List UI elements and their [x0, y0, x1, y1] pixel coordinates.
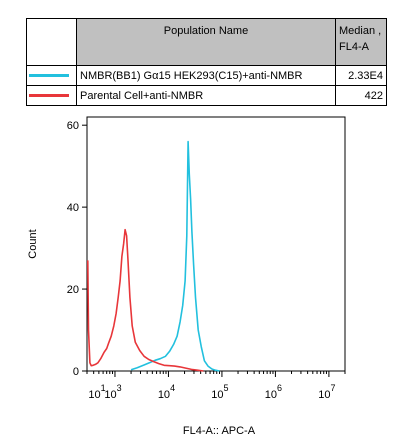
y-tick-label: 0 — [73, 366, 79, 378]
series-line-parental — [87, 228, 204, 372]
legend-header-median-line2: FL4-A — [339, 41, 369, 53]
series-line-nmbr — [130, 140, 220, 372]
plot-frame — [86, 116, 346, 372]
legend-row-name: NMBR(BB1) Gα15 HEK293(C15)+anti-NMBR — [76, 65, 336, 86]
legend-row-median: 2.33E4 — [335, 65, 387, 86]
legend-header-blank — [26, 18, 77, 66]
population-legend-table: Population Name Median , FL4-A NMBR(BB1)… — [26, 18, 387, 106]
legend-row-name: Parental Cell+anti-NMBR — [76, 85, 336, 106]
x-axis-label: FL4-A:: APC-A — [183, 425, 256, 437]
x-tick-label: 105 — [211, 383, 228, 401]
y-tick-label: 60 — [67, 120, 79, 132]
x-tick-label: 106 — [265, 383, 282, 401]
legend-row-parental: Parental Cell+anti-NMBR 422 — [26, 85, 387, 106]
x-tick-label: 107 — [318, 383, 335, 401]
legend-swatch-red — [29, 94, 69, 97]
y-axis-label: Count — [27, 229, 39, 258]
legend-swatch-cyan — [29, 74, 69, 77]
legend-row-nmbr: NMBR(BB1) Gα15 HEK293(C15)+anti-NMBR 2.3… — [26, 65, 387, 86]
x-tick-label: 104 — [158, 383, 175, 401]
y-tick-label: 20 — [67, 284, 79, 296]
x-tick-label: 101 — [88, 383, 105, 401]
legend-header-median: Median , FL4-A — [335, 18, 387, 66]
legend-header-median-line1: Median , — [339, 25, 382, 37]
x-tick-label: 103 — [104, 383, 121, 401]
y-tick-label: 40 — [67, 202, 79, 214]
legend-row-median: 422 — [335, 85, 387, 106]
